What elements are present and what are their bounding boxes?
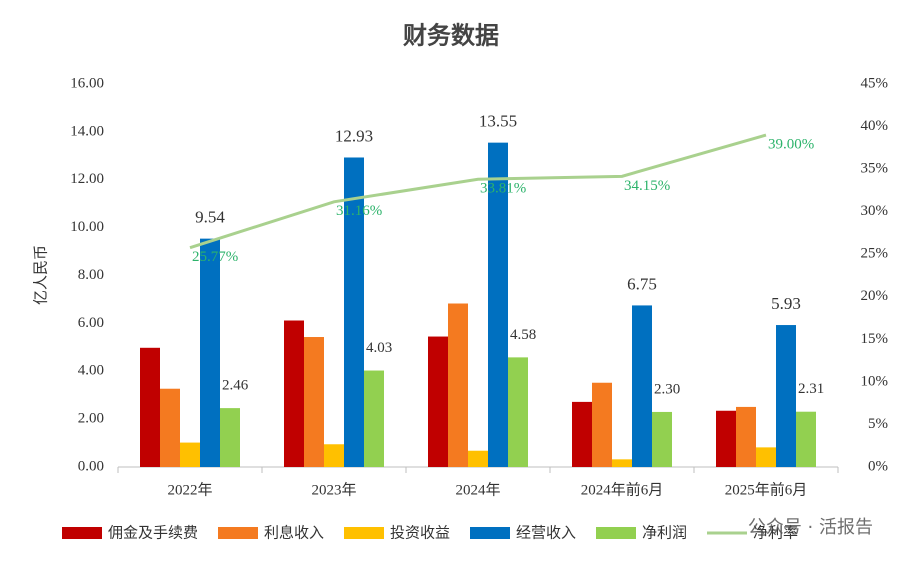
bar bbox=[632, 305, 652, 467]
bar bbox=[344, 157, 364, 467]
y2-tick-label: 20% bbox=[861, 288, 889, 304]
bar-label: 2.30 bbox=[654, 381, 680, 397]
y-tick-label: 6.00 bbox=[78, 315, 104, 331]
y2-tick-label: 35% bbox=[861, 161, 889, 177]
bar bbox=[324, 444, 344, 467]
line-series bbox=[189, 133, 767, 250]
y-tick-label: 10.00 bbox=[70, 219, 104, 235]
legend-label: 经营收入 bbox=[516, 524, 576, 542]
bar bbox=[736, 406, 756, 467]
line-label: 34.15% bbox=[624, 178, 670, 194]
y-tick-label: 0.00 bbox=[78, 458, 104, 474]
y2-tick-label: 25% bbox=[861, 246, 889, 262]
bar bbox=[776, 325, 796, 467]
bar bbox=[572, 401, 592, 467]
bar-label: 4.03 bbox=[366, 340, 392, 356]
y2-tick-label: 40% bbox=[861, 118, 889, 134]
y2-tick-label: 30% bbox=[861, 203, 889, 219]
bar bbox=[448, 303, 468, 467]
bar-label: 2.31 bbox=[798, 381, 824, 397]
y2-tick-label: 45% bbox=[861, 75, 889, 91]
x-tick-label: 2024年 bbox=[455, 481, 500, 498]
watermark: 公众号 · 活报告 bbox=[748, 517, 873, 538]
bar-label: 5.93 bbox=[771, 294, 801, 313]
legend-label: 净利润 bbox=[642, 524, 687, 542]
legend-swatch bbox=[470, 527, 510, 539]
legend-swatch bbox=[596, 527, 636, 539]
y-tick-label: 2.00 bbox=[78, 411, 104, 427]
y-tick-label: 14.00 bbox=[70, 123, 104, 139]
bar bbox=[428, 336, 448, 467]
y-tick-label: 12.00 bbox=[70, 171, 104, 187]
bar bbox=[284, 320, 304, 467]
x-tick-label: 2025年前6月 bbox=[725, 481, 808, 498]
legend-swatch bbox=[344, 527, 384, 539]
bar bbox=[140, 347, 160, 467]
x-tick-label: 2024年前6月 bbox=[581, 481, 664, 498]
bar-label: 2.46 bbox=[222, 378, 249, 394]
bar bbox=[180, 442, 200, 467]
y2-tick-label: 0% bbox=[868, 458, 888, 474]
y-tick-label: 8.00 bbox=[78, 267, 104, 283]
bar bbox=[488, 142, 508, 467]
bar-label: 12.93 bbox=[335, 126, 373, 145]
y2-tick-label: 15% bbox=[861, 331, 889, 347]
x-tick-label: 2022年 bbox=[167, 481, 212, 498]
line-label: 25.77% bbox=[192, 249, 238, 265]
legend-label: 净利率 bbox=[753, 524, 798, 542]
bar bbox=[716, 410, 736, 467]
bar bbox=[200, 238, 220, 467]
bar bbox=[364, 370, 384, 467]
chart-title: 财务数据 bbox=[403, 22, 499, 50]
y2-tick-label: 10% bbox=[861, 373, 889, 389]
line-label: 31.16% bbox=[336, 203, 382, 219]
bar bbox=[304, 337, 324, 467]
bar bbox=[160, 388, 180, 467]
legend-swatch bbox=[62, 527, 102, 539]
bar-label: 9.54 bbox=[195, 208, 225, 227]
legend-label: 佣金及手续费 bbox=[108, 524, 198, 542]
bar bbox=[468, 450, 488, 467]
bar-label: 13.55 bbox=[479, 112, 517, 131]
line-label: 33.81% bbox=[480, 181, 526, 197]
bar bbox=[508, 357, 528, 467]
y-tick-label: 4.00 bbox=[78, 363, 104, 379]
legend-swatch bbox=[218, 527, 258, 539]
bar-label: 4.58 bbox=[510, 327, 536, 343]
y-tick-label: 16.00 bbox=[70, 75, 104, 91]
legend-label: 投资收益 bbox=[390, 524, 450, 542]
y2-tick-label: 5% bbox=[868, 416, 888, 432]
bar bbox=[796, 411, 816, 467]
bar-label: 6.75 bbox=[627, 274, 657, 293]
legend-label: 利息收入 bbox=[264, 524, 324, 542]
y-axis-label: 亿人民币 bbox=[32, 245, 49, 305]
bar bbox=[592, 382, 612, 467]
x-tick-label: 2023年 bbox=[311, 481, 356, 498]
bar bbox=[220, 408, 240, 467]
bar bbox=[756, 447, 776, 467]
line-label: 39.00% bbox=[768, 137, 814, 153]
bar bbox=[652, 411, 672, 467]
bar bbox=[612, 459, 632, 467]
